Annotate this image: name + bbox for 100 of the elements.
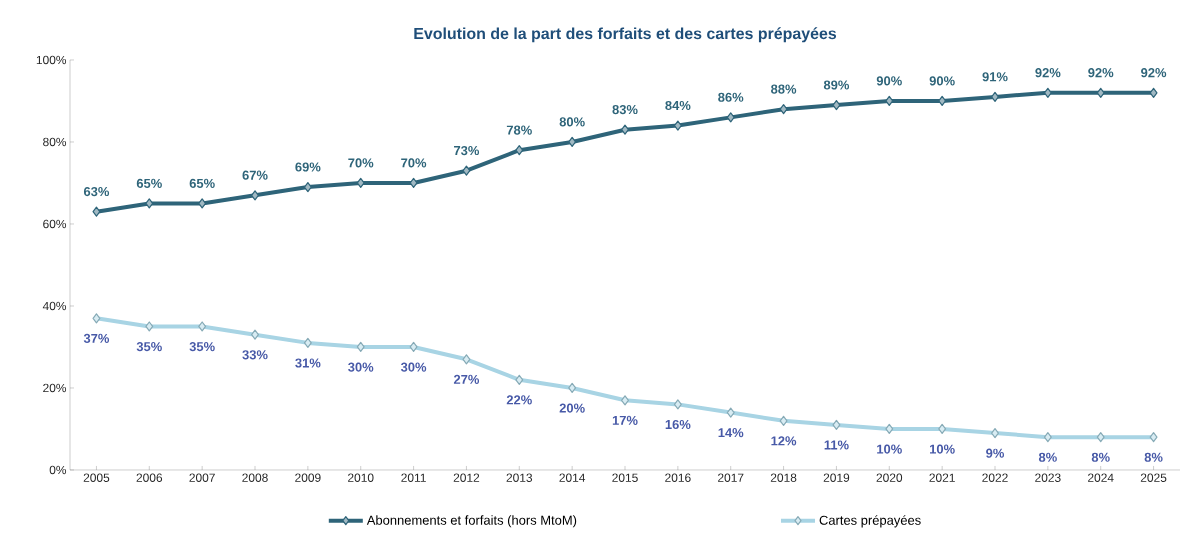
data-label: 17% bbox=[612, 415, 638, 425]
point bbox=[303, 181, 312, 193]
point bbox=[145, 321, 154, 332]
point bbox=[1149, 87, 1158, 98]
x-tick-label: 2017 bbox=[718, 473, 744, 482]
data-label: 63% bbox=[83, 186, 110, 197]
point bbox=[832, 419, 841, 430]
x-tick-label: 2020 bbox=[876, 473, 903, 482]
point bbox=[1149, 432, 1158, 443]
point bbox=[938, 95, 947, 107]
data-label: 89% bbox=[823, 80, 850, 90]
point bbox=[92, 206, 101, 217]
x-tick-label: 2024 bbox=[1088, 473, 1114, 482]
point bbox=[938, 423, 947, 435]
data-label: 91% bbox=[982, 72, 1008, 82]
point bbox=[356, 341, 365, 353]
data-label: 78% bbox=[506, 125, 532, 135]
data-label: 10% bbox=[877, 444, 902, 454]
data-label: 37% bbox=[83, 333, 110, 343]
x-tick-label: 2016 bbox=[665, 473, 691, 482]
x-tick-label: 2009 bbox=[295, 473, 321, 482]
y-tick-label: 80% bbox=[43, 137, 67, 147]
point bbox=[673, 399, 682, 410]
data-label: 69% bbox=[295, 162, 321, 172]
point bbox=[779, 104, 788, 115]
x-tick-label: 2025 bbox=[1140, 473, 1167, 482]
x-tick-label: 2015 bbox=[612, 473, 638, 482]
data-label: 33% bbox=[242, 350, 268, 360]
data-label: 80% bbox=[559, 117, 585, 127]
data-label: 70% bbox=[348, 158, 374, 168]
y-tick-label: 60% bbox=[43, 219, 67, 229]
chart-title: Evolution de la part des forfaits et des cartes prépayées bbox=[414, 27, 837, 43]
data-label: 30% bbox=[400, 362, 427, 372]
data-label: 90% bbox=[929, 76, 955, 86]
point bbox=[1096, 432, 1105, 443]
data-label: 14% bbox=[718, 428, 744, 438]
data-label: 16% bbox=[665, 419, 691, 430]
data-label: 31% bbox=[295, 358, 321, 368]
data-label: 90% bbox=[876, 76, 902, 86]
data-label: 65% bbox=[136, 178, 162, 188]
point bbox=[515, 374, 524, 385]
x-tick-label: 2008 bbox=[242, 473, 268, 482]
point bbox=[779, 415, 788, 426]
point bbox=[621, 395, 629, 406]
data-label: 86% bbox=[718, 92, 744, 102]
data-label: 92% bbox=[1035, 68, 1061, 78]
y-tick-label: 0% bbox=[49, 465, 67, 475]
data-label: 92% bbox=[1141, 68, 1167, 78]
data-label: 8% bbox=[1091, 452, 1110, 462]
point bbox=[1043, 432, 1052, 443]
point bbox=[515, 145, 524, 156]
data-label: 8% bbox=[1038, 452, 1057, 462]
x-tick-label: 2018 bbox=[770, 473, 797, 482]
x-tick-label: 2023 bbox=[1035, 473, 1061, 482]
point bbox=[832, 99, 841, 111]
data-label: 12% bbox=[771, 436, 797, 446]
x-tick-label: 2019 bbox=[823, 473, 850, 482]
x-tick-label: 2005 bbox=[83, 473, 110, 482]
data-label: 88% bbox=[771, 84, 797, 94]
data-label: 10% bbox=[930, 444, 955, 454]
y-tick-label: 40% bbox=[42, 301, 67, 311]
x-tick-label: 2014 bbox=[559, 473, 586, 482]
x-tick-label: 2007 bbox=[189, 473, 215, 482]
data-label: 35% bbox=[136, 342, 162, 352]
point bbox=[462, 354, 471, 365]
data-label: 9% bbox=[986, 448, 1005, 458]
data-label: 8% bbox=[1144, 452, 1163, 462]
point bbox=[92, 313, 101, 324]
legend-label: Abonnements et forfaits (hors MtoM) bbox=[366, 515, 577, 528]
data-label: 67% bbox=[242, 170, 268, 180]
data-label: 70% bbox=[401, 158, 427, 168]
data-label: 20% bbox=[559, 403, 585, 413]
point bbox=[303, 337, 312, 348]
point bbox=[885, 423, 894, 435]
point bbox=[145, 198, 154, 209]
point bbox=[251, 329, 259, 340]
data-label: 11% bbox=[824, 440, 849, 450]
y-tick-label: 100% bbox=[36, 55, 67, 65]
point bbox=[1096, 87, 1105, 98]
point bbox=[409, 341, 418, 353]
point bbox=[991, 91, 999, 102]
data-label: 22% bbox=[506, 395, 532, 405]
point bbox=[568, 382, 577, 394]
data-label: 92% bbox=[1088, 68, 1114, 78]
x-tick-label: 2011 bbox=[401, 473, 426, 482]
point bbox=[198, 321, 207, 332]
data-label: 35% bbox=[189, 342, 215, 352]
point bbox=[462, 165, 471, 176]
legend-label: Cartes prépayées bbox=[819, 515, 921, 528]
x-tick-label: 2013 bbox=[506, 473, 533, 482]
y-tick-label: 20% bbox=[43, 383, 67, 393]
point bbox=[251, 190, 259, 201]
data-label: 73% bbox=[454, 145, 480, 156]
point bbox=[621, 124, 629, 135]
x-tick-label: 2022 bbox=[982, 473, 1008, 482]
data-label: 84% bbox=[665, 100, 691, 111]
data-label: 65% bbox=[189, 178, 215, 188]
point bbox=[568, 136, 577, 148]
point bbox=[726, 407, 735, 418]
data-label: 83% bbox=[612, 104, 638, 115]
